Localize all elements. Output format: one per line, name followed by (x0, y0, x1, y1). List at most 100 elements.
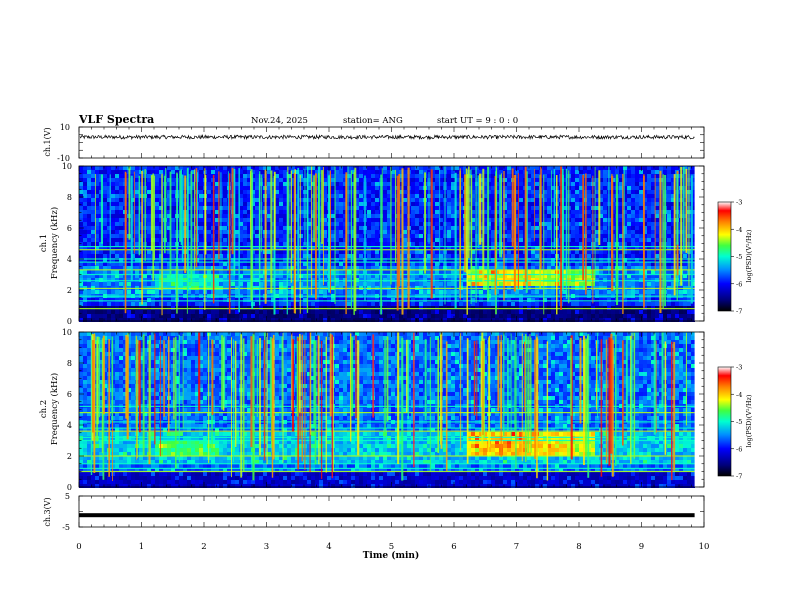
spectro-cell (223, 266, 227, 270)
spectro-cell (239, 274, 243, 278)
spectro-cell (243, 190, 247, 194)
spectro-cell (331, 298, 335, 302)
spectro-cell (515, 302, 519, 306)
spectro-cell (499, 266, 503, 270)
spectro-cell (263, 166, 267, 170)
spectro-cell (271, 202, 275, 206)
spectro-cell (323, 246, 327, 250)
spectro-cell (107, 318, 111, 322)
spectro-cell (231, 258, 235, 262)
spectro-cell (119, 194, 123, 198)
spectro-cell (375, 234, 379, 238)
spectro-cell (431, 310, 435, 314)
spectro-cell (199, 190, 203, 194)
spectro-cell (439, 302, 443, 306)
spectro-cell (427, 170, 431, 174)
spectro-cell (103, 298, 107, 302)
spectro-cell (87, 242, 91, 246)
spectro-cell (511, 266, 515, 270)
spectro-cell (411, 290, 415, 294)
spectro-cell (587, 222, 591, 226)
spectro-cell (499, 166, 503, 170)
spectro-cell (159, 274, 163, 278)
spectro-cell (583, 242, 587, 246)
spectro-cell (515, 170, 519, 174)
spectro-cell (315, 314, 319, 318)
spectro-cell (275, 238, 279, 242)
spectro-cell (319, 318, 323, 322)
spectro-cell (411, 262, 415, 266)
spectro-cell (371, 218, 375, 222)
spectro-cell (399, 314, 403, 318)
spectro-cell (331, 290, 335, 294)
spectro-cell (439, 230, 443, 234)
spectro-cell (371, 258, 375, 262)
spectro-cell (463, 314, 467, 318)
spectro-cell (507, 234, 511, 238)
spectro-cell (95, 222, 99, 226)
spectro-cell (559, 310, 563, 314)
spectro-cell (491, 266, 495, 270)
spectro-cell (411, 214, 415, 218)
spectro-cell (355, 282, 359, 286)
spectro-cell (587, 190, 591, 194)
spectro-cell (339, 262, 343, 266)
spectro-cell (239, 186, 243, 190)
spectro-cell (439, 238, 443, 242)
spectro-cell (587, 262, 591, 266)
spectro-cell (371, 186, 375, 190)
spectro-cell (399, 282, 403, 286)
spectro-cell (119, 246, 123, 250)
spectro-cell (367, 298, 371, 302)
spectro-cell (547, 314, 551, 318)
spectro-cell (459, 270, 463, 274)
spectro-cell (243, 282, 247, 286)
spectro-cell (367, 174, 371, 178)
spectro-cell (359, 262, 363, 266)
spectro-cell (199, 274, 203, 278)
spectro-cell (307, 258, 311, 262)
spectro-cell (279, 318, 283, 322)
spectro-cell (195, 166, 199, 170)
spectro-cell (575, 194, 579, 198)
spectro-cell (371, 290, 375, 294)
spectro-cell (347, 310, 351, 314)
spectro-cell (519, 266, 523, 270)
spectro-cell (139, 310, 143, 314)
spectro-cell (503, 238, 507, 242)
spectro-cell (431, 258, 435, 262)
spectro-cell (255, 174, 259, 178)
spectro-cell (315, 234, 319, 238)
spectro-cell (167, 214, 171, 218)
spectro-cell (115, 206, 119, 210)
spectro-cell (299, 178, 303, 182)
spectro-cell (351, 262, 355, 266)
spectro-cell (503, 186, 507, 190)
spectro-cell (399, 222, 403, 226)
spectro-cell (283, 218, 287, 222)
spectro-cell (555, 314, 559, 318)
spectro-cell (579, 278, 583, 282)
spectro-cell (295, 262, 299, 266)
spectro-cell (471, 222, 475, 226)
spectro-cell (499, 302, 503, 306)
spectro-cell (199, 282, 203, 286)
spectro-cell (431, 182, 435, 186)
spectro-cell (383, 266, 387, 270)
spectro-cell (447, 274, 451, 278)
spectro-cell (147, 242, 151, 246)
spectro-cell (391, 242, 395, 246)
spectro-cell (387, 258, 391, 262)
spectro-cell (147, 178, 151, 182)
spectro-cell (187, 182, 191, 186)
spectro-cell (267, 282, 271, 286)
spectro-cell (331, 282, 335, 286)
spectro-cell (299, 282, 303, 286)
spectro-cell (183, 278, 187, 282)
spectro-cell (191, 238, 195, 242)
spectro-cell (343, 178, 347, 182)
spectro-cell (459, 166, 463, 170)
spectro-cell (351, 278, 355, 282)
spectro-cell (271, 290, 275, 294)
spectro-cell (451, 194, 455, 198)
